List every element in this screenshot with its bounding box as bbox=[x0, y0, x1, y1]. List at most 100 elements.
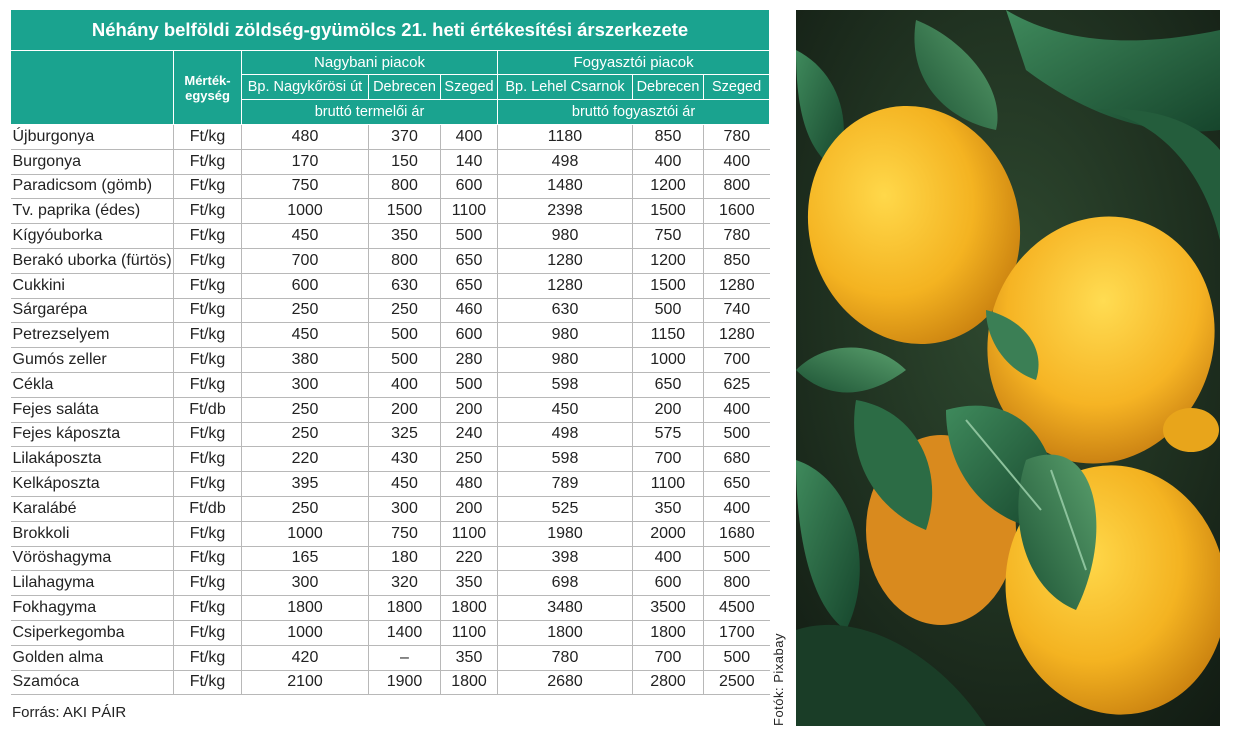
price-cell: 300 bbox=[241, 570, 369, 597]
price-cell: 980 bbox=[497, 347, 633, 373]
price-cell: 398 bbox=[497, 545, 633, 572]
price-cell: 220 bbox=[241, 446, 369, 473]
table-row: Paradicsom (gömb) Ft/kg 750 800 600 1480 1200 8… bbox=[10, 173, 770, 200]
product-name: Karalábé bbox=[10, 495, 174, 522]
product-name: Cukkini bbox=[10, 272, 174, 299]
price-cell: 400 bbox=[702, 148, 770, 175]
price-cell: 600 bbox=[440, 173, 498, 200]
source-note: Forrás: AKI PÁIR bbox=[12, 704, 127, 721]
table-row: Fejes saláta Ft/db 250 200 200 450 200 400 bbox=[10, 396, 770, 423]
price-cell: 450 bbox=[368, 471, 441, 497]
product-name: Gumós zeller bbox=[10, 347, 174, 373]
price-cell: 750 bbox=[368, 520, 441, 547]
price-cell: 1800 bbox=[368, 595, 441, 621]
table-row: Brokkoli Ft/kg 1000 750 1100 1980 2000 1680 bbox=[10, 520, 770, 547]
lemon bbox=[987, 216, 1215, 464]
table-row: Lilakáposzta Ft/kg 220 430 250 598 700 680 bbox=[10, 446, 770, 473]
price-cell: 1100 bbox=[632, 471, 704, 497]
price-cell: 2680 bbox=[497, 669, 633, 696]
leaf-vein bbox=[965, 419, 1042, 511]
price-cell: 750 bbox=[632, 223, 704, 249]
price-cell: 350 bbox=[440, 644, 498, 671]
price-cell: 250 bbox=[241, 396, 369, 423]
unit-cell: Ft/kg bbox=[173, 322, 242, 349]
price-cell: 1700 bbox=[702, 619, 770, 646]
price-cell: 800 bbox=[368, 247, 441, 274]
price-cell: 500 bbox=[440, 223, 498, 249]
price-cell: 780 bbox=[702, 124, 770, 150]
product-name: Szamóca bbox=[10, 669, 174, 696]
price-cell: 200 bbox=[632, 396, 704, 423]
price-cell: 700 bbox=[632, 446, 704, 473]
price-cell: 460 bbox=[440, 297, 498, 324]
price-cell: 1200 bbox=[632, 173, 704, 200]
price-cell: 400 bbox=[632, 148, 704, 175]
price-cell: 170 bbox=[241, 148, 369, 175]
price-cell: 250 bbox=[241, 421, 369, 448]
price-cell: 500 bbox=[632, 297, 704, 324]
price-cell: 480 bbox=[241, 124, 369, 150]
table-row: Gumós zeller Ft/kg 380 500 280 980 1000 700 bbox=[10, 347, 770, 373]
price-cell: 500 bbox=[368, 347, 441, 373]
price-cell: 370 bbox=[368, 124, 441, 150]
price-cell: 650 bbox=[440, 272, 498, 299]
price-cell: 430 bbox=[368, 446, 441, 473]
price-cell: 200 bbox=[440, 495, 498, 522]
unit-cell: Ft/kg bbox=[173, 371, 242, 398]
product-name: Kígyóuborka bbox=[10, 223, 174, 249]
price-cell: 1480 bbox=[497, 173, 633, 200]
consumer-price-type: bruttó fogyasztói ár bbox=[496, 99, 771, 125]
market-header-wholesale-szeged: Szeged bbox=[440, 74, 498, 100]
price-cell: 240 bbox=[440, 421, 498, 448]
price-cell: 250 bbox=[241, 495, 369, 522]
price-cell: 450 bbox=[241, 223, 369, 249]
table-row: Vöröshagyma Ft/kg 165 180 220 398 400 500 bbox=[10, 545, 770, 572]
unit-cell: Ft/kg bbox=[173, 446, 242, 473]
leaf bbox=[854, 400, 933, 530]
price-cell: 400 bbox=[702, 396, 770, 423]
price-cell: 3500 bbox=[632, 595, 704, 621]
unit-cell: Ft/kg bbox=[173, 223, 242, 249]
price-cell: 1280 bbox=[497, 247, 633, 274]
product-name: Lilahagyma bbox=[10, 570, 174, 597]
price-cell: 850 bbox=[632, 124, 704, 150]
price-cell: 498 bbox=[497, 148, 633, 175]
price-cell: 325 bbox=[368, 421, 441, 448]
price-cell: 2500 bbox=[702, 669, 770, 696]
market-header-consumer-budapest: Bp. Lehel Csarnok bbox=[497, 74, 633, 100]
table-row: Lilahagyma Ft/kg 300 320 350 698 600 800 bbox=[10, 570, 770, 597]
table-row: Kelkáposzta Ft/kg 395 450 480 789 1100 650 bbox=[10, 471, 770, 497]
product-name: Lilakáposzta bbox=[10, 446, 174, 473]
price-cell: 2100 bbox=[241, 669, 369, 696]
table-row: Fejes káposzta Ft/kg 250 325 240 498 575 500 bbox=[10, 421, 770, 448]
price-cell: 498 bbox=[497, 421, 633, 448]
price-cell: 1400 bbox=[368, 619, 441, 646]
price-cell: 395 bbox=[241, 471, 369, 497]
lemon-tip bbox=[1163, 408, 1219, 452]
price-cell: 980 bbox=[497, 322, 633, 349]
leaf bbox=[914, 20, 998, 130]
unit-cell: Ft/db bbox=[173, 495, 242, 522]
price-cell: 500 bbox=[368, 322, 441, 349]
price-cell: 320 bbox=[368, 570, 441, 597]
unit-cell: Ft/kg bbox=[173, 619, 242, 646]
price-cell: 598 bbox=[497, 371, 633, 398]
price-cell: 1900 bbox=[368, 669, 441, 696]
price-cell: 1800 bbox=[440, 669, 498, 696]
product-name: Fokhagyma bbox=[10, 595, 174, 621]
price-cell: 250 bbox=[241, 297, 369, 324]
price-cell: 575 bbox=[632, 421, 704, 448]
table-row: Tv. paprika (édes) Ft/kg 1000 1500 1100 2398 1… bbox=[10, 198, 770, 225]
price-cell: 350 bbox=[440, 570, 498, 597]
product-name: Brokkoli bbox=[10, 520, 174, 547]
table-row: Szamóca Ft/kg 2100 1900 1800 2680 2800 2500 bbox=[10, 669, 770, 696]
price-cell: 500 bbox=[702, 545, 770, 572]
unit-cell: Ft/kg bbox=[173, 520, 242, 547]
table-row: Cukkini Ft/kg 600 630 650 1280 1500 1280 bbox=[10, 272, 770, 299]
wholesale-group-header: Nagybani piacok bbox=[241, 50, 498, 75]
price-cell: 780 bbox=[702, 223, 770, 249]
market-header-wholesale-budapest: Bp. Nagykőrösi út bbox=[241, 74, 369, 100]
leaf bbox=[796, 460, 860, 630]
price-cell: 380 bbox=[241, 347, 369, 373]
product-name: Csiperkegomba bbox=[10, 619, 174, 646]
